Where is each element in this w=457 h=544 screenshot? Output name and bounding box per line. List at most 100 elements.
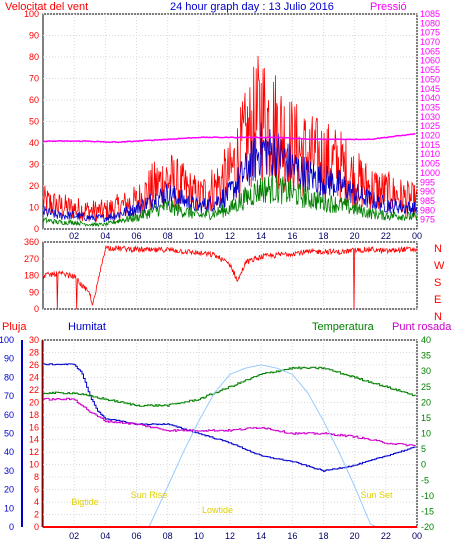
p3-x-tick-4: 10 [194, 531, 204, 541]
p3-humitat-tick-5: 50 [4, 429, 14, 439]
p1-right-tick-14: 1045 [420, 84, 440, 94]
p3-x-tick-3: 08 [163, 531, 173, 541]
p1-right-tick-11: 1030 [420, 112, 440, 122]
p1-x-tick-4: 10 [194, 231, 204, 241]
p2-left-tick-0: 0 [34, 304, 39, 314]
p3-pluja-tick-7: 14 [29, 435, 39, 445]
p2-series-line-0 [42, 245, 418, 310]
p1-x-tick-2: 06 [131, 231, 141, 241]
p1-left-tick-1: 10 [29, 203, 39, 213]
p3-pluja-tick-10: 20 [29, 397, 39, 407]
p1-right-tick-21: 1080 [420, 18, 440, 28]
p1-x-tick-7: 16 [287, 231, 297, 241]
p3-temp-tick-10: 30 [421, 366, 431, 376]
p1-x-tick-9: 20 [350, 231, 360, 241]
p1-right-tick-3: 990 [420, 187, 435, 197]
p3-x-tick-10: 22 [381, 531, 391, 541]
p2-left-tick-2: 90 [29, 287, 39, 297]
p3-series-line-3 [148, 364, 377, 528]
p1-left-tick-10: 100 [24, 9, 39, 19]
p3-x-tick-5: 12 [225, 531, 235, 541]
p1-right-tick-20: 1075 [420, 28, 440, 38]
p1-right-tick-9: 1020 [420, 131, 440, 141]
panel1-right-label: Pressió [370, 1, 407, 13]
p1-x-tick-1: 04 [100, 231, 110, 241]
p3-series-line-1 [43, 366, 416, 407]
p3-pluja-tick-12: 24 [29, 372, 39, 382]
p3-annotation-1: Sun Rise [131, 490, 168, 500]
p3-pluja-tick-1: 2 [34, 510, 39, 520]
p3-temp-tick-2: -10 [421, 491, 434, 501]
p1-right-tick-17: 1060 [420, 56, 440, 66]
p1-right-tick-6: 1005 [420, 159, 440, 169]
p3-temp-tick-3: -5 [421, 475, 429, 485]
p1-right-tick-8: 1015 [420, 140, 440, 150]
p3-pluja-tick-15: 30 [29, 335, 39, 345]
p3-pluja-tick-6: 12 [29, 447, 39, 457]
p1-left-tick-4: 40 [29, 138, 39, 148]
p3-x-tick-6: 14 [256, 531, 266, 541]
p3-humitat-tick-1: 10 [4, 503, 14, 513]
p1-series-line-3 [42, 133, 416, 144]
p1-right-tick-13: 1040 [420, 93, 440, 103]
p1-left-tick-5: 50 [29, 117, 39, 127]
p1-left-tick-9: 90 [29, 31, 39, 41]
p1-right-tick-2: 985 [420, 196, 435, 206]
p1-right-tick-19: 1070 [420, 37, 440, 47]
p3-temp-tick-11: 35 [421, 351, 431, 361]
compass-label-e: E [434, 294, 441, 306]
p2-left-tick-4: 180 [24, 271, 39, 281]
p3-humitat-tick-9: 90 [4, 354, 14, 364]
p3-pluja-tick-2: 4 [34, 497, 39, 507]
p3-humitat-tick-6: 60 [4, 410, 14, 420]
p3-annotation-3: Sun Set [360, 490, 393, 500]
panel3-temperatura-label: Temperatura [312, 321, 375, 333]
p3-humitat-tick-8: 80 [4, 372, 14, 382]
p3-pluja-tick-11: 22 [29, 385, 39, 395]
p3-temp-tick-8: 20 [421, 397, 431, 407]
p3-temp-tick-0: -20 [421, 522, 434, 532]
p1-left-tick-7: 70 [29, 74, 39, 84]
p1-series-line-1 [42, 122, 418, 224]
p3-x-tick-0: 02 [69, 531, 79, 541]
p3-temp-tick-7: 15 [421, 413, 431, 423]
p3-series-line-0 [43, 363, 416, 472]
panel3-pluja-label: Pluja [2, 321, 27, 333]
p3-x-tick-11: 00 [412, 531, 422, 541]
p3-temp-tick-5: 5 [421, 444, 426, 454]
compass-label-w: W [434, 260, 445, 272]
compass-label-n2: N [434, 311, 442, 323]
p3-annotation-2: Lowtide [202, 505, 233, 515]
p3-temp-tick-1: -15 [421, 506, 434, 516]
p1-right-tick-0: 975 [420, 215, 435, 225]
p3-pluja-tick-0: 0 [34, 522, 39, 532]
p1-right-tick-10: 1025 [420, 121, 440, 131]
p3-annotation-0: Bigtide [71, 497, 99, 507]
p1-series-line-0 [42, 55, 418, 222]
p1-right-tick-5: 1000 [420, 168, 440, 178]
p3-pluja-tick-4: 8 [34, 472, 39, 482]
compass-label-s: S [434, 277, 441, 289]
p1-right-tick-12: 1035 [420, 102, 440, 112]
p3-pluja-tick-5: 10 [29, 460, 39, 470]
p1-right-tick-18: 1065 [420, 46, 440, 56]
p3-x-tick-2: 06 [131, 531, 141, 541]
panel3-humitat-label: Humitat [68, 321, 106, 333]
p3-pluja-tick-9: 18 [29, 410, 39, 420]
p1-series-line-2 [42, 174, 418, 228]
p1-left-tick-2: 20 [29, 181, 39, 191]
p3-pluja-tick-14: 28 [29, 347, 39, 357]
p3-x-tick-1: 04 [100, 531, 110, 541]
p1-left-tick-8: 80 [29, 52, 39, 62]
p2-left-tick-8: 360 [24, 237, 39, 247]
p1-right-tick-22: 1085 [420, 9, 440, 19]
p3-x-tick-8: 18 [318, 531, 328, 541]
p3-humitat-tick-7: 70 [4, 391, 14, 401]
p1-left-tick-3: 30 [29, 160, 39, 170]
p3-humitat-tick-2: 20 [4, 485, 14, 495]
panel1-title: 24 hour graph day : 13 Julio 2016 [170, 1, 334, 13]
p1-right-tick-7: 1010 [420, 149, 440, 159]
p1-x-tick-3: 08 [163, 231, 173, 241]
p3-humitat-tick-10: 100 [0, 335, 14, 345]
